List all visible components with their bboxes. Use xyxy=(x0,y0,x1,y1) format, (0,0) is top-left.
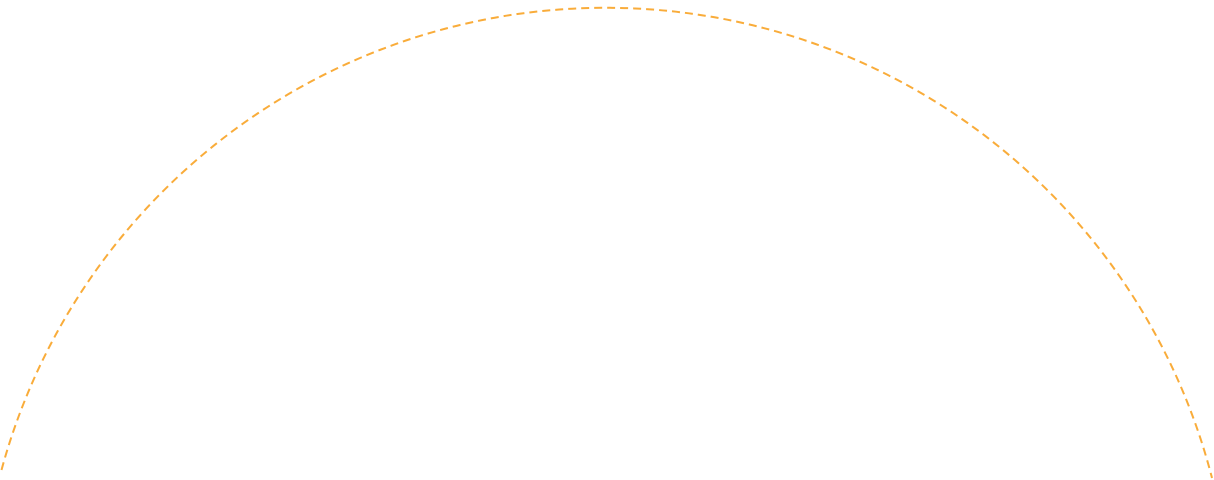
dashed-arc xyxy=(0,6,1213,479)
